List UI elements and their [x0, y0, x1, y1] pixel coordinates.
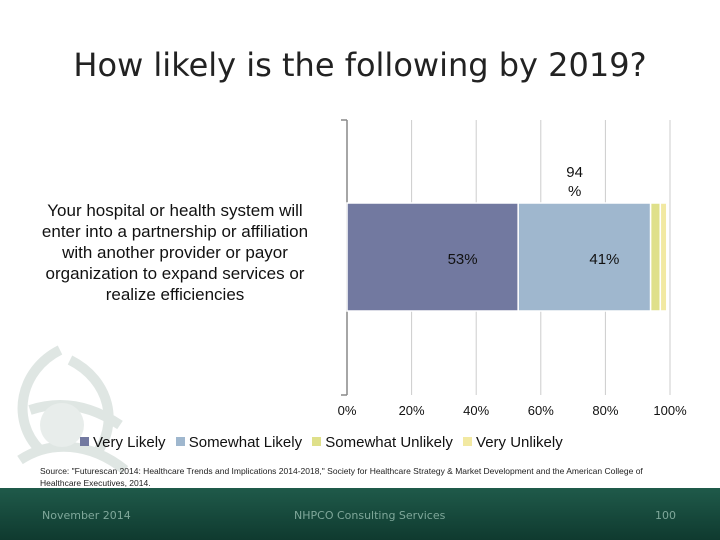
x-tick-label: 40% — [463, 403, 489, 418]
footer-date: November 2014 — [42, 509, 131, 522]
footer-org: NHPCO Consulting Services — [294, 509, 446, 522]
bar-very-likely — [346, 202, 519, 312]
x-tick-label: 0% — [338, 403, 357, 418]
bar-somewhat-unlikely — [649, 202, 662, 312]
legend-swatch — [312, 437, 322, 446]
annotation-value: 94 — [566, 164, 583, 181]
data-labels: 53% 41% — [448, 251, 620, 268]
legend-item-very-unlikely: Very Unlikely — [463, 434, 563, 451]
legend-swatch — [463, 437, 473, 446]
legend: Very Likely Somewhat Likely Somewhat Unl… — [80, 434, 700, 451]
footer-bar — [0, 488, 720, 540]
category-label: Your hospital or health system will ente… — [41, 201, 309, 304]
legend-swatch — [80, 437, 89, 446]
x-tick-label: 80% — [592, 403, 618, 418]
legend-item-somewhat-unlikely: Somewhat Unlikely — [312, 434, 453, 451]
annotation: 94% — [566, 164, 583, 200]
bar-very-unlikely — [659, 202, 668, 312]
legend-item-very-likely: Very Likely — [80, 434, 166, 451]
bar-somewhat-likely — [517, 202, 652, 312]
decorative-leaf-logo — [17, 345, 129, 474]
legend-swatch — [175, 437, 185, 446]
x-tick-label: 100% — [653, 403, 687, 418]
x-tick-label: 60% — [528, 403, 554, 418]
x-tick-labels: 0% 20% 40% 60% 80% 100% — [338, 403, 687, 418]
footer-page-number: 100 — [655, 509, 676, 522]
annotation-unit: % — [568, 183, 581, 200]
x-tick-label: 20% — [399, 403, 425, 418]
legend-item-somewhat-likely: Somewhat Likely — [175, 434, 302, 451]
data-label: 41% — [589, 251, 619, 268]
data-label: 53% — [448, 251, 478, 268]
bars — [346, 202, 668, 312]
source-note: Source: "Futurescan 2014: Healthcare Tre… — [40, 466, 643, 488]
slide-title: How likely is the following by 2019? — [73, 46, 647, 84]
